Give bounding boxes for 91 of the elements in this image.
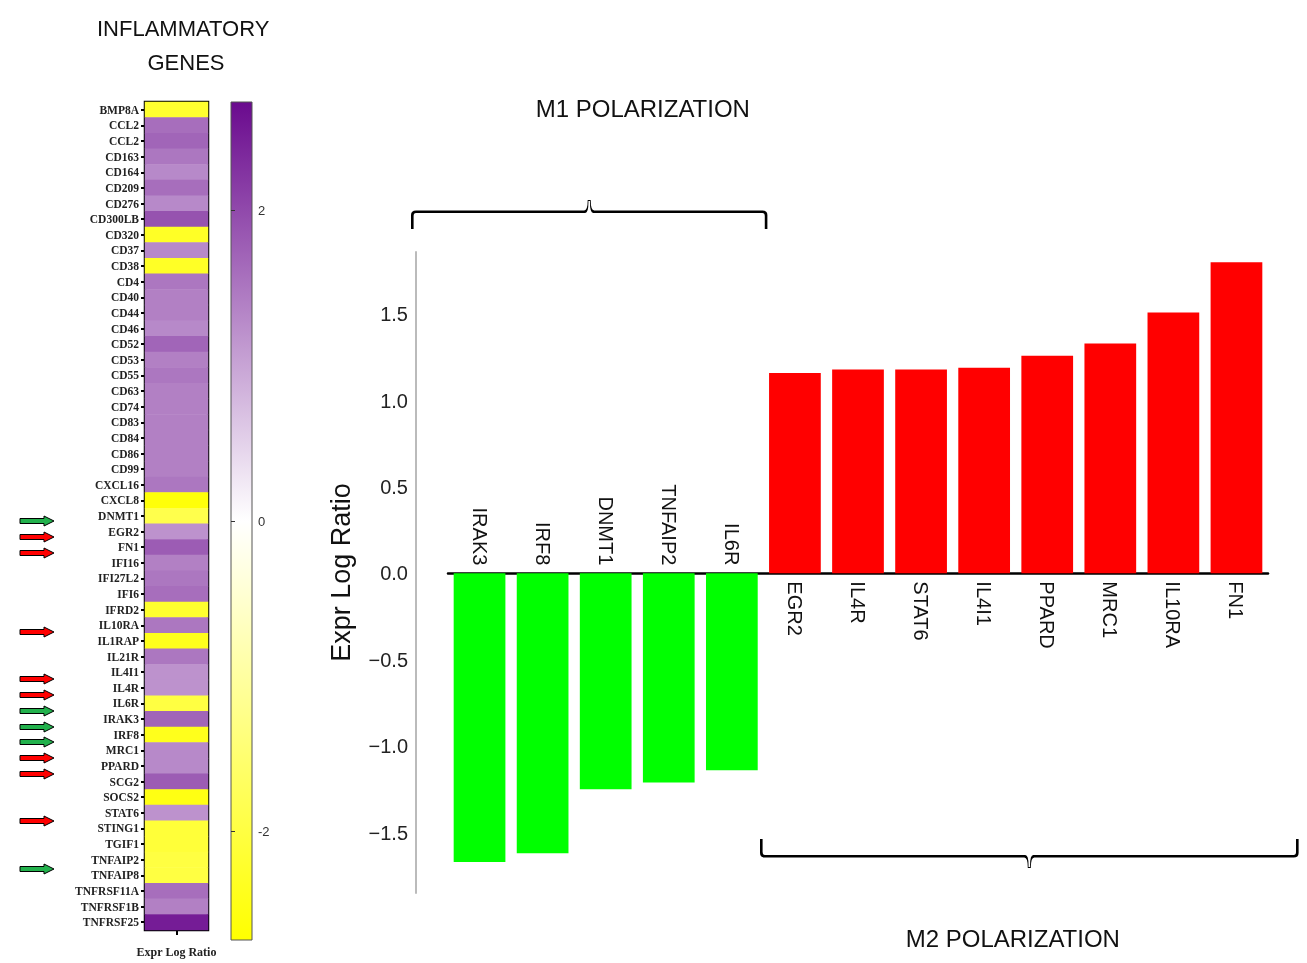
y-tick-label: IL4R: [112, 681, 140, 694]
y-tick-label: CD163: [105, 150, 140, 163]
y-tick-label: CD276: [105, 197, 140, 210]
x-tick-label: IL4I1: [973, 581, 996, 626]
x-tick-label: PPARD: [1036, 581, 1059, 649]
y-tick-label: 1.5: [380, 303, 408, 326]
y-tick-label: IL1RAP: [97, 634, 139, 647]
x-tick-label: IL10RA: [1162, 581, 1185, 649]
bar: [895, 369, 947, 574]
y-tick-label: CD84: [110, 431, 140, 444]
y-tick-label: TNFRSF11A: [75, 884, 140, 897]
y-tick-label: CD40: [110, 291, 140, 304]
color-bar-label: 2: [258, 203, 266, 219]
bar: [769, 372, 821, 574]
y-tick-label: CD55: [110, 369, 140, 382]
x-tick-label: FN1: [1225, 581, 1248, 620]
y-tick-label: CD37: [110, 244, 140, 257]
y-tick-label: BMP8A: [99, 103, 140, 116]
y-tick-label: CD38: [110, 260, 140, 273]
color-bar-label: 0: [258, 513, 266, 529]
bar: [1147, 312, 1200, 574]
y-tick-label: CD4: [116, 275, 140, 288]
chart-title: INFLAMMATORY GENES: [96, 15, 276, 75]
text: M2 POLARIZATION: [905, 924, 1120, 952]
y-tick-label: TNFAIP8: [91, 869, 140, 882]
x-axis-title: Expr Log Ratio: [136, 945, 217, 959]
y-tick-label: TNFRSF25: [82, 916, 140, 929]
x-tick-label: DNMT1: [594, 496, 617, 566]
y-tick-label: SOCS2: [103, 791, 140, 804]
y-tick-label: STAT6: [104, 806, 140, 819]
y-tick-label: IRAK3: [103, 713, 140, 726]
y-tick-label: CXCL16: [94, 478, 140, 491]
bar: [832, 369, 884, 574]
y-tick-label: IFI6: [117, 588, 140, 601]
y-tick-label: CCL2: [108, 135, 140, 148]
y-tick-label: CD83: [110, 416, 140, 429]
x-tick-label: TNFAIP2: [657, 484, 680, 566]
y-tick-label: CD74: [110, 400, 140, 413]
y-tick-label: CD320: [105, 228, 140, 241]
y-tick-label: CD53: [110, 353, 140, 366]
x-tick-label: IRAK3: [468, 507, 491, 566]
y-tick-label: 0.0: [380, 562, 408, 585]
bar: [1021, 355, 1074, 574]
y-tick-label: IRF8: [113, 728, 140, 741]
x-tick-label: IRF8: [531, 522, 554, 566]
y-tick-label: IL21R: [107, 650, 140, 663]
bar: [705, 573, 758, 771]
y-tick-label: MRC1: [105, 744, 140, 757]
y-tick-label: TGIF1: [105, 838, 140, 851]
color-bar-label: -2: [258, 823, 270, 839]
x-tick-label: EGR2: [783, 581, 806, 636]
x-tick-label: MRC1: [1099, 581, 1122, 639]
y-tick-label: CXCL8: [100, 494, 140, 507]
y-tick-label: CD164: [105, 166, 140, 179]
y-tick-label: CD99: [110, 463, 140, 476]
y-tick-label: IFI16: [111, 556, 140, 569]
y-tick-label: CD52: [110, 338, 140, 351]
y-tick-label: SCG2: [109, 775, 140, 788]
bar: [958, 367, 1011, 574]
y-axis-title: Expr Log Ratio: [325, 483, 356, 662]
y-tick-label: CD86: [110, 447, 140, 460]
y-tick-label: IFRD2: [105, 603, 140, 616]
y-tick-label: DNMT1: [98, 510, 140, 522]
y-tick-label: −0.5: [368, 648, 408, 671]
y-tick-label: TNFRSF1B: [80, 900, 140, 913]
y-tick-label: CD46: [110, 322, 140, 335]
bar: [516, 573, 569, 854]
y-tick-label: IL6R: [112, 697, 140, 710]
y-tick-label: CD63: [110, 385, 140, 398]
text: M1 POLARIZATION: [535, 94, 750, 122]
x-tick-label: STAT6: [910, 581, 933, 641]
y-tick-label: STING1: [97, 822, 140, 835]
y-tick-label: CD300LB: [89, 213, 140, 226]
bar: [1084, 343, 1137, 574]
bar: [579, 573, 632, 790]
x-tick-label: IL6R: [720, 523, 743, 566]
bar: [1210, 262, 1263, 574]
y-tick-label: PPARD: [100, 759, 139, 772]
y-tick-label: 0.5: [380, 475, 408, 498]
y-tick-label: −1.5: [368, 821, 408, 844]
y-tick-label: IL4I1: [110, 666, 140, 679]
x-tick-label: IL4R: [847, 581, 869, 624]
y-tick-label: TNFAIP2: [91, 853, 140, 866]
y-tick-label: 1.0: [380, 389, 408, 412]
bar: [453, 573, 506, 862]
y-tick-label: −1.0: [368, 735, 408, 758]
y-tick-label: CD209: [105, 181, 140, 194]
y-tick-label: IFI27L2: [98, 572, 140, 585]
bar: [642, 573, 695, 783]
y-tick-label: CD44: [110, 306, 140, 319]
y-tick-label: CCL2: [108, 119, 140, 132]
